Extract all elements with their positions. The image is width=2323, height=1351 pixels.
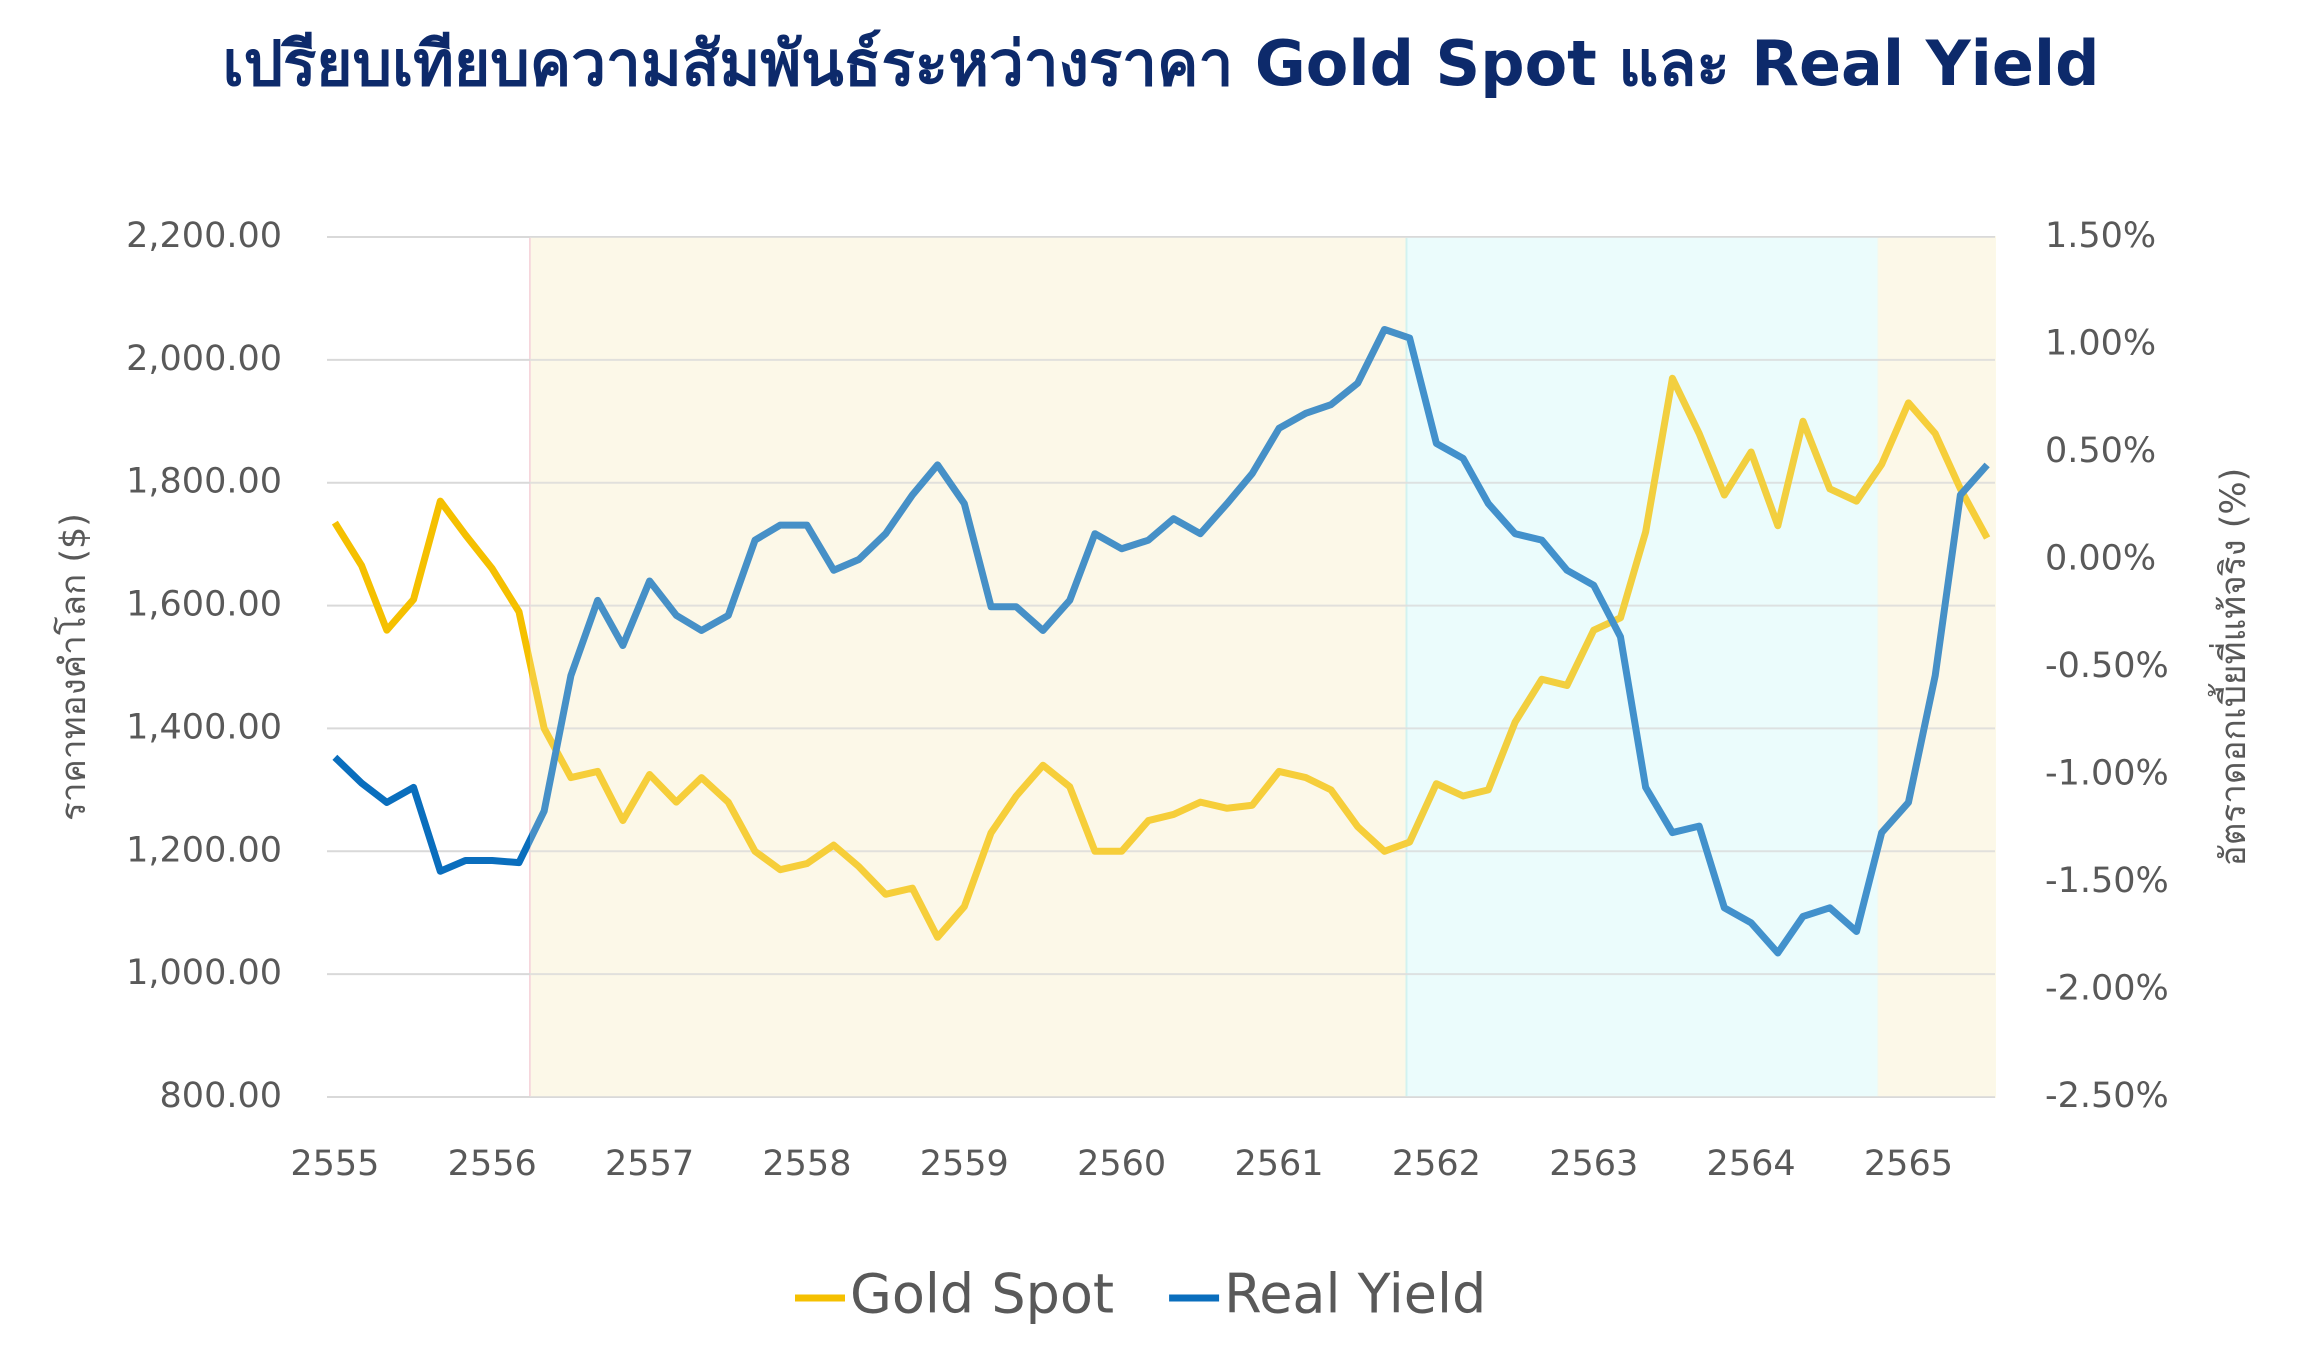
x-tick-label: 2562	[1392, 1144, 1481, 1184]
y2-tick-label: -2.00%	[2045, 969, 2169, 1009]
chart-title: เปรียบเทียบความสัมพันธ์ระหว่างราคา Gold …	[222, 27, 2099, 100]
shaded-region	[528, 236, 1408, 1098]
data-line	[331, 374, 1991, 941]
y-axis-label: ราคาทองคำโลก ($)	[53, 513, 94, 821]
y-tick-label: 2,000.00	[126, 339, 282, 379]
y-tick-label: 1,800.00	[126, 462, 282, 502]
x-tick-label: 2565	[1864, 1144, 1953, 1184]
y2-tick-label: 1.50%	[2045, 216, 2156, 256]
y2-tick-label: -1.50%	[2045, 861, 2169, 901]
y2-tick-label: -1.00%	[2045, 754, 2169, 794]
shaded-region	[1405, 236, 1880, 1098]
y2-tick-label: 0.00%	[2045, 539, 2156, 579]
x-tick-label: 2561	[1234, 1144, 1323, 1184]
x-tick-label: 2563	[1549, 1144, 1638, 1184]
y-tick-label: 1,400.00	[126, 707, 282, 747]
y2-tick-label: 1.00%	[2045, 324, 2156, 364]
legend-label: Gold Spot	[850, 1263, 1114, 1326]
y2-tick-label: -2.50%	[2045, 1076, 2169, 1116]
y-tick-label: 1,600.00	[126, 585, 282, 625]
x-tick-label: 2558	[762, 1144, 851, 1184]
y2-tick-label: -0.50%	[2045, 646, 2169, 686]
x-tick-label: 2556	[448, 1144, 537, 1184]
x-tick-label: 2559	[920, 1144, 1009, 1184]
y-tick-label: 800.00	[160, 1076, 282, 1116]
y2-axis-label: อัตราดอกเบี้ยที่แท้จริง (%)	[2207, 468, 2254, 867]
y-tick-label: 2,200.00	[126, 216, 282, 256]
legend-label: Real Yield	[1224, 1263, 1486, 1326]
x-tick-label: 2564	[1707, 1144, 1796, 1184]
y-tick-label: 1,000.00	[126, 953, 282, 993]
y-tick-label: 1,200.00	[126, 830, 282, 870]
x-tick-label: 2560	[1077, 1144, 1166, 1184]
x-tick-label: 2557	[605, 1144, 694, 1184]
shade-overlay	[529, 237, 1407, 1097]
shade-overlay	[1878, 237, 1995, 1097]
x-tick-label: 2555	[290, 1144, 379, 1184]
data-line	[332, 325, 1990, 957]
y2-tick-label: 0.50%	[2045, 431, 2156, 471]
shade-overlay	[1406, 237, 1879, 1097]
